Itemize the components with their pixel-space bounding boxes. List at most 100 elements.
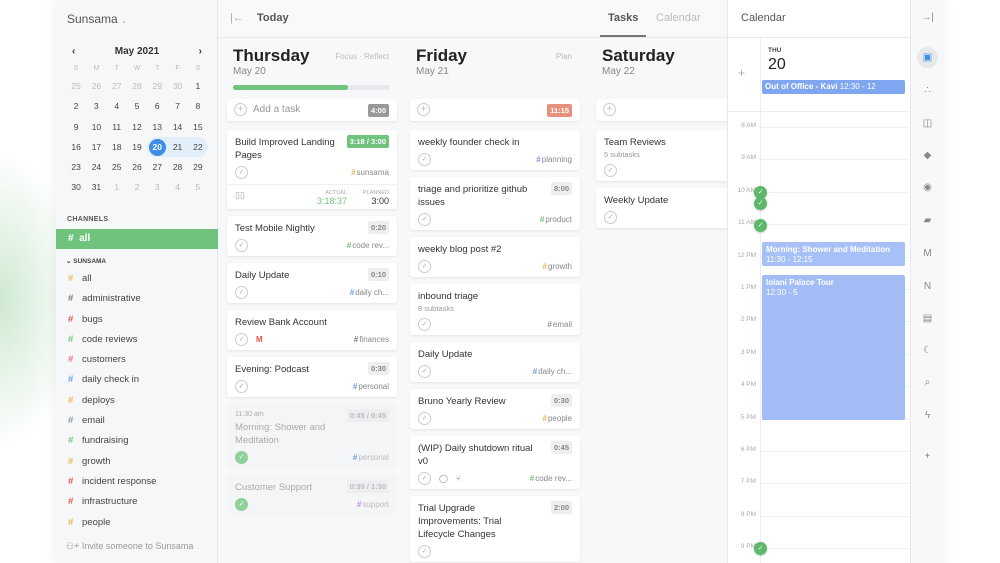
channel-item[interactable]: # incident response bbox=[68, 472, 156, 492]
channel-tag[interactable]: #finances bbox=[353, 334, 389, 344]
date-cell[interactable]: 26 bbox=[132, 162, 142, 173]
date-cell[interactable]: 4 bbox=[175, 182, 180, 193]
date-cell[interactable]: 4 bbox=[114, 101, 120, 112]
collapse-sidebar-icon[interactable]: |← bbox=[230, 12, 244, 24]
date-cell[interactable]: 29 bbox=[193, 162, 203, 173]
complete-checkbox[interactable]: ✓ bbox=[235, 238, 248, 252]
jira-icon[interactable]: ◆ bbox=[923, 150, 932, 161]
complete-checkbox[interactable]: ✓ bbox=[418, 544, 431, 558]
complete-checkbox[interactable]: ✓ bbox=[418, 364, 431, 378]
date-cell[interactable]: 13 bbox=[152, 121, 163, 132]
complete-checkbox[interactable]: ✓ bbox=[235, 379, 248, 393]
channel-tag[interactable]: #planning bbox=[536, 154, 572, 164]
date-cell[interactable]: 2 bbox=[134, 182, 140, 193]
complete-checkbox[interactable]: ✓ bbox=[418, 411, 431, 425]
date-cell[interactable]: 23 bbox=[71, 162, 81, 173]
complete-checkbox[interactable]: ✓ bbox=[604, 210, 617, 224]
date-cell[interactable]: 1 bbox=[114, 182, 120, 193]
trello-icon[interactable]: ◫ bbox=[922, 118, 933, 129]
day-actions[interactable]: Plan bbox=[555, 52, 572, 61]
complete-checkbox[interactable]: ✓ bbox=[418, 317, 431, 331]
pause-icon[interactable]: ▯▯ bbox=[235, 190, 245, 200]
task-card[interactable]: Daily Update 0:10 ✓ #daily ch... bbox=[227, 263, 397, 303]
complete-checkbox[interactable]: ✓ bbox=[604, 163, 617, 177]
archive-icon[interactable]: ▤ bbox=[922, 313, 933, 324]
plus-icon[interactable]: + bbox=[924, 451, 931, 462]
date-cell[interactable]: 14 bbox=[172, 121, 183, 132]
channel-item[interactable]: # all bbox=[68, 269, 156, 289]
add-task-row[interactable]: +11:15 bbox=[410, 99, 580, 121]
completed-task-marker[interactable]: ✓ bbox=[754, 219, 767, 232]
date-cell[interactable]: 25 bbox=[71, 81, 81, 91]
date-cell[interactable]: 5 bbox=[134, 101, 140, 112]
channel-tag[interactable]: #code rev... bbox=[346, 240, 389, 250]
channel-item[interactable]: # email bbox=[68, 411, 156, 431]
channel-item[interactable]: # daily check in bbox=[68, 370, 156, 390]
task-card[interactable]: 11:30 am Morning: Shower and Meditation … bbox=[227, 404, 397, 468]
date-cell[interactable]: 22 bbox=[187, 136, 208, 158]
date-cell[interactable]: 28 bbox=[172, 162, 183, 173]
subtask-count[interactable]: 5 subtasks bbox=[604, 150, 640, 159]
task-card[interactable]: Evening: Podcast 0:30 ✓ #personal bbox=[227, 357, 397, 397]
day-actions[interactable]: Focus · Reflect bbox=[335, 52, 389, 61]
channel-tag[interactable]: #personal bbox=[352, 381, 389, 391]
date-cell[interactable]: 29 bbox=[152, 81, 163, 91]
completed-task-marker[interactable]: ✓ bbox=[754, 186, 767, 199]
task-card[interactable]: Trial Upgrade Improvements: Trial Lifecy… bbox=[410, 496, 580, 562]
complete-checkbox[interactable]: ✓ bbox=[235, 497, 248, 511]
channel-item[interactable]: # administrative bbox=[68, 289, 156, 309]
complete-checkbox[interactable]: ✓ bbox=[418, 152, 431, 166]
date-cell-selected[interactable]: 20 bbox=[147, 136, 168, 158]
date-cell[interactable]: 15 bbox=[193, 121, 203, 132]
channel-item[interactable]: # fundraising bbox=[68, 431, 156, 451]
task-card[interactable]: inbound triage 8 subtasks ✓ #email bbox=[410, 284, 580, 335]
channel-all-selected[interactable]: # all bbox=[56, 229, 218, 249]
task-card[interactable]: Test Mobile Nightly 0:20 ✓ #code rev... bbox=[227, 216, 397, 256]
complete-checkbox[interactable]: ✓ bbox=[235, 450, 248, 464]
task-card[interactable]: (WIP) Daily shutdown ritual v0 0:45 ✓ ◯ ⑂… bbox=[410, 436, 580, 489]
channel-tag[interactable]: #personal bbox=[352, 452, 389, 462]
date-cell[interactable]: 27 bbox=[152, 162, 163, 173]
task-card[interactable]: weekly founder check in ✓ #planning bbox=[410, 130, 580, 170]
channel-item[interactable]: # customers bbox=[68, 350, 156, 370]
complete-checkbox[interactable]: ✓ bbox=[418, 471, 431, 485]
date-cell[interactable]: 7 bbox=[175, 101, 180, 112]
date-cell[interactable]: 1 bbox=[195, 81, 201, 91]
channel-tag[interactable]: #daily ch... bbox=[532, 366, 572, 376]
notion-icon[interactable]: N bbox=[923, 281, 932, 292]
channel-item[interactable]: # growth bbox=[68, 452, 156, 472]
channel-item[interactable]: # code reviews bbox=[68, 330, 156, 350]
date-cell[interactable]: 18 bbox=[111, 141, 122, 152]
date-cell[interactable]: 27 bbox=[111, 81, 122, 91]
calendar-event[interactable]: Morning: Shower and Meditation 11:30 - 12… bbox=[762, 242, 905, 266]
channel-tag[interactable]: #daily ch... bbox=[349, 287, 389, 297]
task-card[interactable]: Review Bank Account ✓ M #finances bbox=[227, 310, 397, 350]
channel-item[interactable]: # deploys bbox=[68, 391, 156, 411]
github-icon[interactable]: ◉ bbox=[923, 182, 932, 193]
channel-tag[interactable]: #people bbox=[542, 413, 572, 423]
channel-tag[interactable]: #product bbox=[539, 214, 572, 224]
moon-icon[interactable]: ☾ bbox=[923, 345, 932, 356]
asana-icon[interactable]: ∴ bbox=[924, 85, 931, 96]
date-cell[interactable]: 30 bbox=[71, 182, 81, 193]
invite-button[interactable]: ⚇+ Invite someone to Sunsama bbox=[66, 541, 194, 551]
completed-task-marker[interactable]: ✓ bbox=[754, 197, 767, 210]
channel-tag[interactable]: #growth bbox=[542, 261, 572, 271]
channel-tag[interactable]: #email bbox=[547, 319, 572, 329]
complete-checkbox[interactable]: ✓ bbox=[235, 332, 248, 346]
task-card[interactable]: triage and prioritize github issues 8:00… bbox=[410, 177, 580, 230]
channel-tag[interactable]: #code rev... bbox=[529, 473, 572, 483]
complete-checkbox[interactable]: ✓ bbox=[235, 285, 248, 299]
date-cell[interactable]: 28 bbox=[132, 81, 142, 91]
task-card[interactable]: weekly blog post #2 ✓ #growth bbox=[410, 237, 580, 277]
task-card[interactable]: Daily Update ✓ #daily ch... bbox=[410, 342, 580, 382]
date-cell[interactable]: 3 bbox=[94, 101, 99, 112]
calendar-event[interactable]: Iolani Palace Tour 12:30 - 5 bbox=[762, 275, 905, 420]
collapse-panel-icon[interactable]: →| bbox=[921, 12, 934, 23]
date-cell[interactable]: 31 bbox=[91, 182, 102, 193]
date-cell[interactable]: 11 bbox=[112, 121, 122, 132]
date-cell[interactable]: 8 bbox=[195, 101, 201, 112]
date-cell[interactable]: 3 bbox=[154, 182, 160, 193]
date-cell[interactable]: 6 bbox=[154, 101, 160, 112]
gmail-icon[interactable]: M bbox=[923, 248, 932, 259]
